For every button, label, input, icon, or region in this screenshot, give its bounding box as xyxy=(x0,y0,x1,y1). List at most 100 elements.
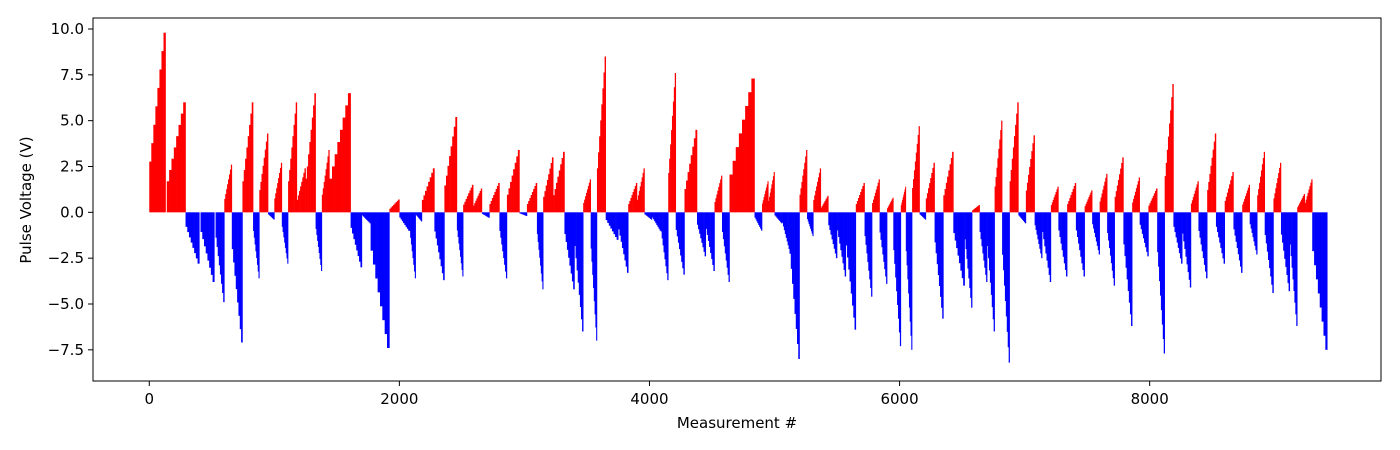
negative-bar xyxy=(284,212,286,243)
negative-bar xyxy=(416,212,418,216)
negative-bar xyxy=(908,212,911,308)
negative-bar xyxy=(413,212,415,265)
negative-bar xyxy=(696,212,699,225)
negative-bar xyxy=(607,212,610,223)
negative-bar xyxy=(1161,212,1164,325)
positive-bar xyxy=(1091,190,1093,213)
positive-bar xyxy=(768,200,770,213)
positive-bar xyxy=(294,113,297,213)
negative-bar xyxy=(273,212,275,220)
negative-bar xyxy=(1158,212,1160,267)
negative-bar xyxy=(1007,212,1009,348)
y-tick-label: 2.5 xyxy=(60,158,84,176)
negative-bar xyxy=(1255,212,1257,251)
negative-bar xyxy=(461,212,463,270)
positive-bar xyxy=(1099,201,1101,213)
positive-bar xyxy=(314,93,316,213)
positive-bar xyxy=(453,126,456,213)
negative-bar xyxy=(481,212,484,214)
positive-bar xyxy=(1114,196,1117,213)
positive-bar xyxy=(904,189,906,213)
positive-bar xyxy=(546,179,549,213)
negative-bar xyxy=(990,212,993,295)
negative-bar xyxy=(1188,212,1191,280)
positive-bar xyxy=(905,186,907,213)
negative-bar xyxy=(504,212,506,265)
positive-bar xyxy=(1051,202,1054,213)
negative-bar xyxy=(1066,212,1068,277)
positive-bar xyxy=(558,170,561,213)
negative-bar xyxy=(848,212,850,270)
y-tick-label: −5.0 xyxy=(48,295,84,313)
negative-bar xyxy=(256,212,258,259)
positive-bar xyxy=(1104,181,1106,213)
positive-bar xyxy=(914,161,917,213)
negative-bar xyxy=(1234,212,1236,236)
negative-bar xyxy=(1019,212,1021,217)
negative-bar xyxy=(1288,212,1291,292)
positive-bar xyxy=(689,163,692,213)
positive-bar xyxy=(816,186,818,213)
negative-bar xyxy=(486,212,488,217)
negative-bar xyxy=(1249,212,1251,225)
negative-bar xyxy=(845,212,848,246)
negative-bar xyxy=(722,212,725,240)
positive-bar xyxy=(526,204,529,213)
positive-bar xyxy=(1307,192,1309,213)
positive-bar xyxy=(506,194,509,213)
positive-bar xyxy=(928,188,930,213)
negative-bar xyxy=(539,212,541,258)
negative-bar xyxy=(1043,212,1045,240)
positive-bar xyxy=(323,181,325,213)
negative-bar xyxy=(1108,212,1110,241)
negative-bar xyxy=(578,212,581,295)
negative-bar xyxy=(710,212,712,253)
positive-bar xyxy=(764,193,766,213)
negative-bar xyxy=(237,212,239,303)
negative-bar xyxy=(1181,212,1183,264)
negative-bar xyxy=(905,212,907,252)
negative-bar xyxy=(988,212,991,271)
positive-bar xyxy=(1260,176,1262,213)
negative-bar xyxy=(1075,212,1078,231)
negative-bar xyxy=(1094,212,1096,233)
positive-bar xyxy=(584,199,586,213)
negative-bar xyxy=(350,212,353,228)
negative-bar xyxy=(1034,212,1036,226)
negative-bar xyxy=(192,212,195,248)
negative-bar xyxy=(1319,212,1322,308)
positive-bar xyxy=(466,196,469,213)
negative-bar xyxy=(620,212,623,242)
negative-bar xyxy=(664,212,666,260)
negative-bar xyxy=(781,212,783,224)
negative-bar xyxy=(254,212,256,245)
negative-bar xyxy=(1294,212,1296,303)
negative-bar xyxy=(1325,212,1328,350)
positive-bar xyxy=(972,210,974,213)
positive-bar xyxy=(1011,158,1014,213)
negative-bar xyxy=(286,212,288,259)
positive-bar xyxy=(555,182,558,213)
positive-bar xyxy=(855,204,858,213)
negative-bar xyxy=(615,212,617,238)
positive-bar xyxy=(673,87,676,213)
negative-bar xyxy=(648,212,650,218)
positive-bar xyxy=(670,144,672,213)
positive-bar xyxy=(931,172,933,213)
negative-bar xyxy=(1222,212,1224,259)
negative-bar xyxy=(1176,212,1179,243)
negative-bar xyxy=(922,212,924,218)
negative-bar xyxy=(1264,212,1267,236)
positive-bar xyxy=(428,181,430,213)
positive-bar xyxy=(814,195,816,213)
negative-bar xyxy=(1095,212,1098,242)
negative-bar xyxy=(1038,212,1040,245)
positive-bar xyxy=(634,186,637,213)
negative-bar xyxy=(1140,212,1143,230)
negative-bar xyxy=(979,212,981,233)
negative-bar xyxy=(571,212,574,282)
negative-bar xyxy=(658,212,660,229)
positive-bar xyxy=(476,198,478,213)
